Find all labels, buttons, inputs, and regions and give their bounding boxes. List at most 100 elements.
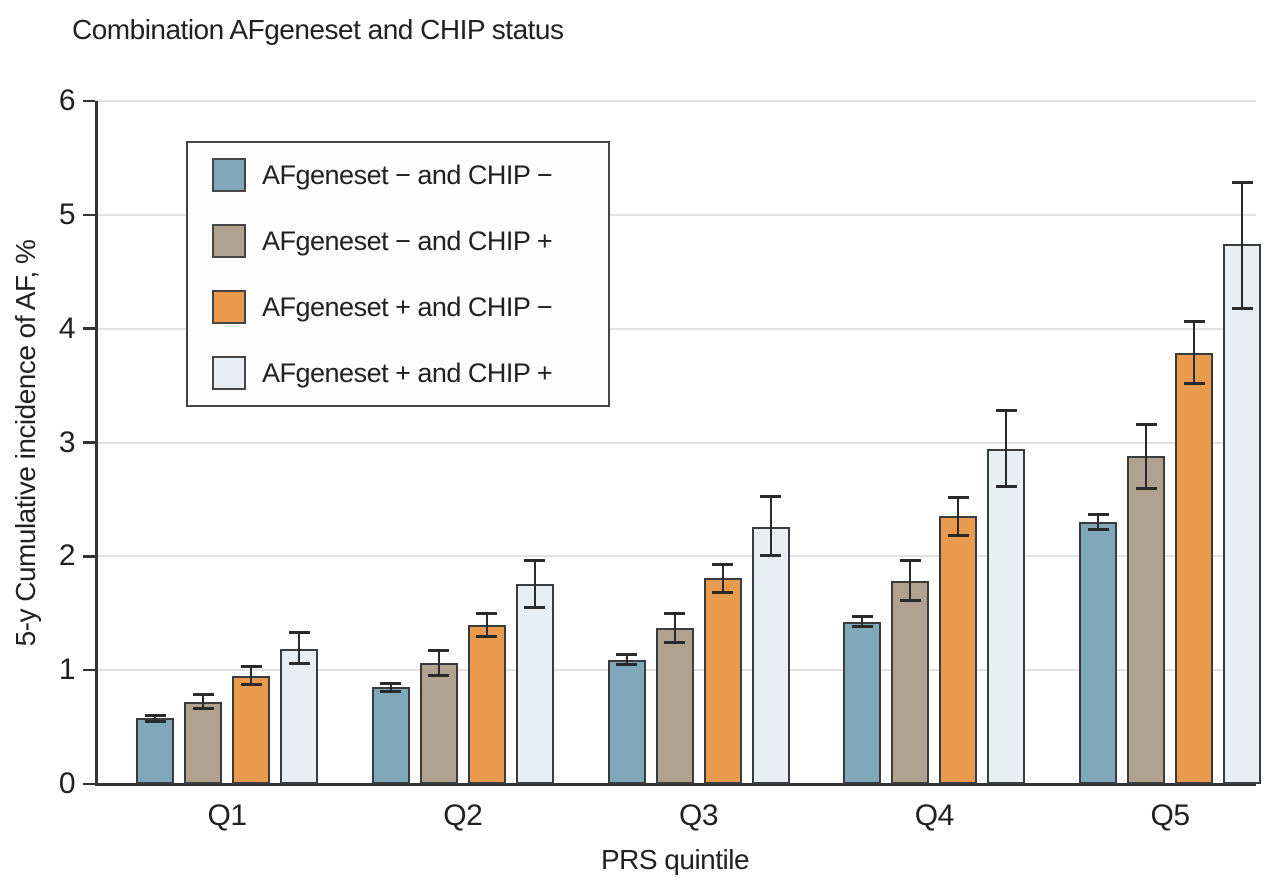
x-axis-label: PRS quintile bbox=[600, 844, 750, 875]
error-bar-cap-top bbox=[1087, 512, 1109, 516]
y-tick-label: 1 bbox=[58, 653, 76, 687]
bar bbox=[184, 702, 222, 784]
y-tick bbox=[83, 782, 95, 786]
bar bbox=[467, 624, 506, 784]
bar bbox=[419, 663, 458, 784]
error-bar-cap-bottom bbox=[380, 690, 402, 694]
error-bar-cap-bottom bbox=[712, 591, 733, 595]
error-bar-cap-top bbox=[995, 409, 1017, 413]
error-bar-line bbox=[533, 560, 536, 608]
gridline bbox=[95, 327, 1256, 330]
error-bar-cap-bottom bbox=[428, 674, 450, 678]
error-bar-line bbox=[154, 715, 156, 722]
error-bar-cap-top bbox=[851, 615, 873, 619]
legend-item: AFgeneset + and CHIP + bbox=[212, 356, 584, 390]
legend-item: AFgeneset − and CHIP + bbox=[212, 224, 584, 258]
bar bbox=[891, 581, 930, 784]
legend-label: AFgeneset + and CHIP + bbox=[262, 357, 553, 388]
error-bar-line bbox=[437, 650, 440, 676]
error-bar-cap-top bbox=[1183, 320, 1205, 324]
legend-label: AFgeneset + and CHIP − bbox=[262, 291, 553, 322]
legend-swatch bbox=[212, 356, 246, 390]
error-bar-cap-top bbox=[1231, 181, 1253, 185]
y-tick-label: 4 bbox=[58, 311, 76, 345]
legend-swatch bbox=[212, 290, 246, 324]
error-bar-cap-bottom bbox=[851, 625, 873, 629]
y-tick-label: 6 bbox=[58, 84, 76, 117]
bar bbox=[843, 622, 882, 784]
error-bar-cap-top bbox=[380, 682, 402, 686]
error-bar-cap-top bbox=[616, 652, 637, 656]
x-tick-label: Q3 bbox=[678, 799, 719, 832]
bar bbox=[136, 717, 174, 784]
error-bar-cap-top bbox=[760, 494, 781, 498]
error-bar-cap-top bbox=[1135, 422, 1157, 426]
bar bbox=[1175, 352, 1213, 784]
error-bar-cap-bottom bbox=[1087, 527, 1109, 531]
bar bbox=[232, 675, 270, 784]
legend-swatch bbox=[212, 158, 246, 192]
y-tick bbox=[83, 327, 95, 330]
legend-item: AFgeneset + and CHIP − bbox=[212, 290, 584, 324]
error-bar-cap-bottom bbox=[1231, 306, 1253, 310]
bar bbox=[655, 628, 694, 784]
bar bbox=[280, 648, 318, 784]
legend-item: AFgeneset − and CHIP − bbox=[212, 158, 584, 192]
error-bar-line bbox=[202, 694, 204, 709]
bar bbox=[515, 583, 554, 784]
x-tick-label: Q5 bbox=[1150, 799, 1190, 832]
error-bar-cap-top bbox=[899, 559, 921, 563]
legend-label: AFgeneset − and CHIP − bbox=[262, 159, 553, 190]
error-bar-cap-bottom bbox=[899, 599, 921, 603]
error-bar-cap-top bbox=[240, 665, 262, 669]
legend: AFgeneset − and CHIP − AFgeneset − and CH… bbox=[186, 141, 610, 407]
bar bbox=[987, 449, 1026, 784]
error-bar-cap-bottom bbox=[995, 485, 1017, 489]
x-tick-label: Q2 bbox=[443, 799, 483, 832]
error-bar-line bbox=[861, 616, 864, 627]
y-tick-label: 2 bbox=[58, 539, 76, 573]
error-bar-cap-bottom bbox=[524, 606, 546, 610]
y-tick-label: 5 bbox=[58, 197, 76, 231]
y-tick bbox=[83, 99, 95, 103]
error-bar-cap-top bbox=[524, 559, 546, 563]
y-tick-label: 3 bbox=[58, 425, 76, 459]
error-bar-cap-bottom bbox=[144, 719, 166, 723]
error-bar-line bbox=[389, 683, 392, 692]
bar bbox=[1127, 456, 1165, 784]
error-bar-line bbox=[250, 666, 252, 685]
error-bar-line bbox=[1145, 424, 1147, 489]
error-bar-line bbox=[1241, 182, 1243, 309]
y-axis-line bbox=[95, 101, 98, 784]
error-bar-cap-bottom bbox=[288, 661, 310, 665]
error-bar-line bbox=[721, 564, 724, 593]
error-bar-cap-bottom bbox=[476, 634, 498, 638]
gridline bbox=[95, 213, 1256, 216]
error-bar-cap-bottom bbox=[760, 553, 781, 557]
error-bar-cap-bottom bbox=[240, 683, 262, 687]
chart-title: Combination AFgeneset and CHIP status bbox=[72, 14, 564, 45]
error-bar-line bbox=[769, 496, 772, 556]
bar bbox=[371, 687, 410, 784]
error-bar-line bbox=[298, 632, 300, 664]
error-bar-line bbox=[1097, 514, 1099, 529]
error-bar-cap-top bbox=[192, 692, 214, 696]
y-tick bbox=[83, 213, 95, 217]
error-bar-cap-top bbox=[664, 611, 685, 615]
error-bar-cap-bottom bbox=[192, 707, 214, 711]
error-bar-line bbox=[625, 654, 628, 665]
gridline bbox=[95, 100, 1256, 102]
legend-label: AFgeneset − and CHIP + bbox=[262, 225, 553, 256]
bar bbox=[703, 577, 742, 784]
error-bar-line bbox=[1005, 410, 1008, 487]
gridline bbox=[95, 441, 1256, 444]
error-bar-cap-top bbox=[712, 562, 733, 566]
bar bbox=[1079, 522, 1117, 784]
error-bar-cap-top bbox=[476, 611, 498, 615]
y-tick bbox=[83, 441, 95, 444]
error-bar-cap-bottom bbox=[664, 641, 685, 645]
y-tick bbox=[83, 668, 95, 672]
x-axis-line bbox=[95, 783, 1256, 786]
